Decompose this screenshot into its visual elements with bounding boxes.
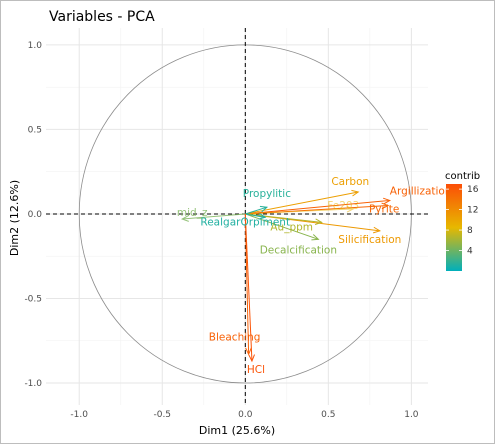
y-tick-label: -1.0 (24, 379, 42, 389)
variable-label: Fe203 (327, 200, 359, 212)
variable-argillization (245, 197, 392, 215)
variable-label: Au_ppm (270, 221, 313, 233)
legend-tick-label: 4 (467, 247, 473, 257)
variable-au-ppm (245, 213, 323, 226)
chart-title: Variables - PCA (49, 9, 155, 25)
y-tick-label: 0.0 (28, 210, 43, 220)
variable-label: Carbon (331, 176, 369, 188)
x-tick-label: 0.0 (238, 410, 253, 420)
arrow-head (258, 213, 267, 220)
legend-tick-label: 16 (467, 185, 479, 195)
arrow-shaft (244, 213, 253, 362)
arrow-shaft (182, 213, 246, 220)
arrow-shaft (245, 213, 319, 240)
arrow-head (314, 218, 323, 226)
x-tick-label: 1.0 (404, 410, 419, 420)
arrow-head (248, 354, 255, 363)
variable-label: Argillization (390, 185, 452, 197)
y-axis-label: Dim2 (12.6%) (8, 180, 21, 256)
arrow-shaft (245, 199, 390, 215)
x-tick-label: -1.0 (70, 410, 88, 420)
arrow-shaft (245, 213, 322, 223)
arrow-shaft (244, 213, 250, 355)
legend-ticks: 4 8 12 16 (446, 185, 479, 257)
arrow-shaft (245, 213, 266, 218)
variable-labels: Argillization Carbon Pyrite Fe203 Silicifica… (177, 176, 452, 376)
arrow-head (346, 205, 355, 213)
variable-hcl (244, 213, 255, 363)
arrow-head (351, 189, 360, 197)
x-tick-label: -0.5 (153, 410, 171, 420)
arrow-head (383, 197, 392, 205)
variable-label: HCl (247, 364, 265, 376)
plot-panel (46, 28, 428, 405)
variable-label: Bleaching (209, 331, 261, 343)
variable-decalcification (245, 213, 320, 241)
arrow-head (372, 226, 382, 234)
tick-labels: -1.0 -0.5 0.0 0.5 1.0 -1.0 -0.5 0.0 0.5 1.0 (24, 41, 418, 420)
arrow-head (259, 205, 269, 213)
arrow-shaft (245, 206, 268, 215)
y-tick-label: -0.5 (24, 294, 42, 304)
arrow-head (180, 215, 189, 222)
variable-label: Propylitic (243, 188, 291, 200)
variable-label: mid_z (177, 207, 208, 219)
variable-bleaching (244, 213, 252, 356)
variable-label: RealgarOrpiment (200, 216, 290, 228)
variable-label: Pyrite (369, 204, 399, 216)
x-axis-label: Dim1 (25.6%) (199, 424, 275, 437)
variable-label: Decalcification (260, 244, 337, 256)
arrow-head (311, 234, 320, 241)
legend-title: contrib (445, 171, 480, 182)
arrow-head (381, 202, 390, 210)
legend-colorbar (446, 184, 462, 271)
variable-fe203 (245, 205, 355, 215)
y-tick-label: 1.0 (28, 41, 43, 51)
legend-tick-label: 8 (467, 226, 473, 236)
zero-lines (46, 28, 428, 405)
arrow-head (245, 347, 252, 356)
legend: contrib 4 8 12 16 (445, 171, 480, 271)
y-tick-label: 0.5 (28, 125, 42, 135)
variable-mid-z (180, 213, 246, 222)
arrow-shaft (245, 208, 354, 215)
x-tick-label: 0.5 (321, 410, 335, 420)
variable-arrows (180, 189, 392, 363)
variable-label: Silicification (338, 234, 401, 246)
legend-tick-label: 12 (467, 206, 478, 216)
variable-realgarorpiment (245, 213, 267, 220)
variable-propylitic (245, 205, 269, 215)
